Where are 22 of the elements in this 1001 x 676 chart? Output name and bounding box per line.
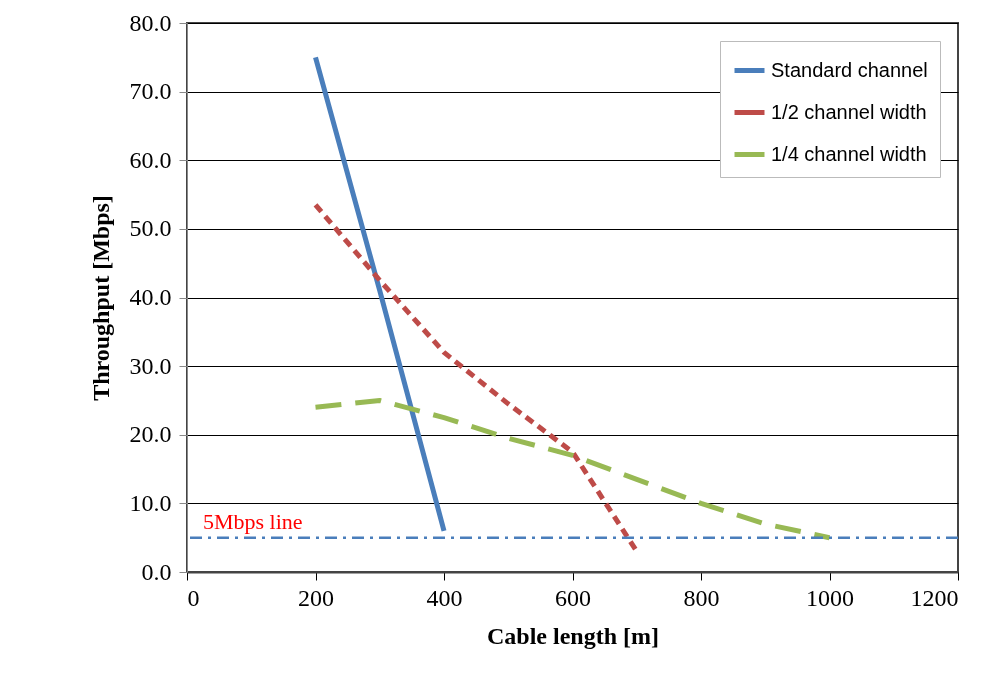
x-tick-label: 1000 (806, 584, 854, 611)
x-tick-label: 400 (426, 584, 463, 611)
y-tick-label: 0.0 (141, 558, 172, 585)
x-axis-title: Cable length [m] (487, 622, 659, 649)
y-axis-title: Throughput [Mbps] (87, 195, 114, 401)
y-tick-label: 80.0 (129, 9, 172, 36)
legend-label: Standard channel (771, 58, 928, 81)
y-tick-label: 50.0 (129, 215, 172, 242)
x-tick-label: 0 (187, 584, 200, 611)
x-tick-label: 1200 (910, 584, 959, 611)
x-tick-label: 200 (298, 584, 334, 611)
y-tick-label: 10.0 (129, 489, 172, 516)
x-tick-label: 800 (683, 584, 720, 611)
y-tick-label: 60.0 (129, 146, 172, 173)
y-tick-label: 30.0 (129, 352, 172, 379)
legend-label: 1/2 channel width (771, 100, 927, 123)
legend-label: 1/4 channel width (771, 142, 927, 165)
x-tick-label: 600 (555, 584, 591, 611)
y-tick-label: 70.0 (129, 78, 172, 105)
y-tick-label: 20.0 (129, 421, 172, 448)
y-tick-label: 40.0 (129, 284, 172, 310)
ref-line-label: 5Mbps line (203, 508, 303, 534)
